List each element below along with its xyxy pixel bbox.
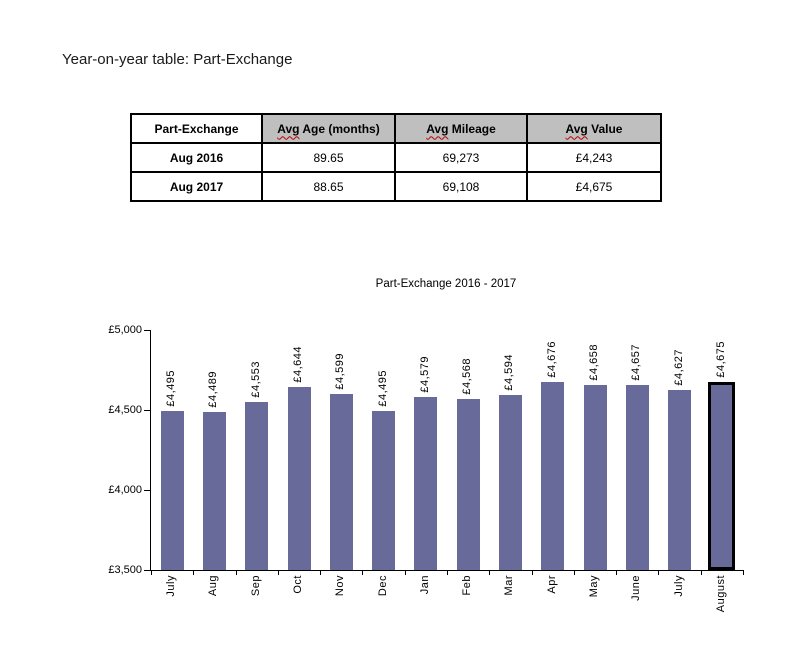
bar-value-label: £4,495 (376, 370, 389, 407)
x-axis-tick (489, 570, 490, 575)
chart-bar-nov (329, 394, 353, 570)
x-axis-tick (616, 570, 617, 575)
x-axis-tick (532, 570, 533, 575)
x-axis-label: July (672, 575, 685, 597)
x-axis-tick (405, 570, 406, 575)
bar-value-label: £4,676 (545, 341, 558, 378)
cell-avg-age: 89.65 (261, 142, 396, 173)
x-axis-tick (447, 570, 448, 575)
x-axis-label: May (588, 575, 600, 598)
cell-avg-age: 88.65 (261, 171, 396, 202)
x-axis-label: Feb (461, 575, 474, 596)
x-axis-label: August (714, 575, 727, 613)
y-axis-tick (144, 410, 150, 411)
table-row: Aug 2016 89.65 69,273 £4,243 (130, 142, 662, 173)
chart-bar-july (160, 411, 184, 570)
x-axis-label: Dec (376, 575, 389, 597)
row-label: Aug 2017 (130, 171, 263, 202)
table-header-avg-mileage: Avg Mileage (394, 113, 528, 144)
table-header-part-exchange: Part-Exchange (130, 113, 263, 144)
chart-bar-may (583, 385, 607, 570)
chart-bar-dec (372, 411, 396, 570)
x-axis-tick (236, 570, 237, 575)
x-axis-label: June (630, 575, 643, 601)
y-axis-tick-label: £3,500 (108, 564, 142, 576)
table-row: Aug 2017 88.65 69,108 £4,675 (130, 171, 662, 202)
bar-value-label: £4,599 (334, 353, 347, 390)
x-axis-tick (743, 570, 744, 575)
y-axis-tick-label: £4,000 (108, 484, 142, 496)
y-axis-tick (144, 490, 150, 491)
x-axis-label: Jan (418, 575, 431, 595)
x-axis-tick (658, 570, 659, 575)
cell-avg-mileage: 69,273 (394, 142, 528, 173)
bar-value-label: £4,489 (207, 371, 220, 408)
cell-avg-mileage: 69,108 (394, 171, 528, 202)
x-axis-tick (151, 570, 152, 575)
row-label: Aug 2016 (130, 142, 263, 173)
x-axis-label: Mar (503, 575, 516, 596)
x-axis-label: Oct (292, 575, 304, 594)
table-header-avg-age: Avg Age (months) (261, 113, 396, 144)
y-axis-tick (144, 570, 150, 571)
chart-bar-jan (414, 397, 438, 570)
y-axis-tick-label: £5,000 (108, 324, 142, 336)
plot-area: £4,495 July £4,489 Aug £4,553 Sep £4,644 Oct £4,… (150, 330, 744, 612)
y-axis-tick (144, 330, 150, 331)
chart-bar-aug (202, 412, 226, 570)
bar-value-label: £4,579 (418, 356, 431, 393)
year-on-year-table: Part-Exchange Avg Age (months) Avg Milea… (130, 113, 662, 202)
y-axis-tick-label: £4,500 (108, 404, 142, 416)
page-title: Year-on-year table: Part-Exchange (62, 51, 293, 68)
x-axis-label: Sep (249, 575, 262, 597)
chart-bar-july (668, 390, 692, 570)
x-axis-label: Apr (545, 575, 558, 594)
bar-value-label: £4,658 (588, 344, 600, 381)
table-header-avg-value: Avg Value (526, 113, 662, 144)
chart-title: Part-Exchange 2016 - 2017 (375, 278, 517, 290)
chart-bar-feb (456, 399, 480, 570)
bar-value-label: £4,657 (630, 344, 643, 381)
cell-avg-value: £4,243 (526, 142, 662, 173)
chart-bar-mar (498, 395, 522, 570)
chart-bar-august (708, 382, 736, 570)
bar-value-label: £4,627 (672, 349, 685, 386)
chart-bar-apr (541, 382, 565, 570)
bar-chart: Part-Exchange 2016 - 2017 £5,000 £4,500 … (0, 278, 805, 660)
bar-value-label: £4,495 (165, 370, 178, 407)
x-axis-tick (278, 570, 279, 575)
chart-bar-oct (287, 387, 311, 570)
x-axis-tick (320, 570, 321, 575)
table-header-row: Part-Exchange Avg Age (months) Avg Milea… (130, 113, 662, 144)
bar-value-label: £4,568 (461, 358, 474, 395)
x-axis-tick (362, 570, 363, 575)
bar-value-label: £4,644 (292, 346, 304, 383)
cell-avg-value: £4,675 (526, 171, 662, 202)
x-axis-tick (701, 570, 702, 575)
x-axis-label: Nov (334, 575, 347, 597)
x-axis-label: July (165, 575, 178, 597)
x-axis-tick (574, 570, 575, 575)
x-axis-tick (193, 570, 194, 575)
x-axis-label: Aug (207, 575, 220, 597)
bar-value-label: £4,675 (714, 341, 727, 378)
chart-bar-june (625, 385, 649, 570)
bar-value-label: £4,553 (249, 361, 262, 398)
chart-bar-sep (245, 402, 269, 570)
bar-value-label: £4,594 (503, 354, 516, 391)
